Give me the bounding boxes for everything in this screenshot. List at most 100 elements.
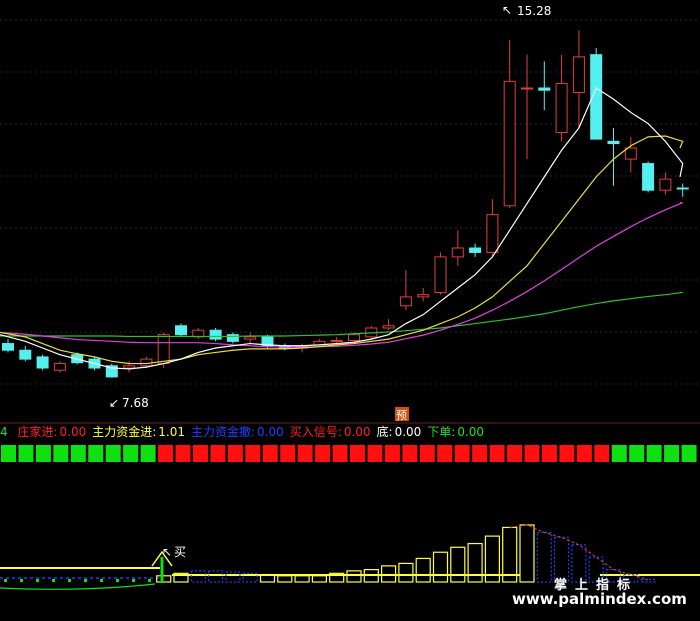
dot-marker [84,579,87,582]
legend-label: 庄家进: [17,425,58,439]
watermark-url: www.palmindex.com [512,590,687,608]
volume-bar [259,573,276,583]
volume-bar [450,546,466,583]
volume-bar [329,572,345,583]
legend-item: 底: 0.00 [377,425,422,439]
signal-cell [559,445,575,462]
volume-bar [553,536,570,583]
volume-bar [484,535,500,583]
candle-body [538,87,551,91]
candle-body [36,356,49,369]
legend-label: 买入信号: [289,425,342,439]
signal-cell [35,445,51,462]
dot-marker [132,579,135,582]
candle-body [226,334,239,342]
max-price-label: 15.28 [517,4,551,18]
dot-marker [20,579,23,582]
signal-cell [541,445,557,462]
signal-cell [210,445,226,462]
dot-marker [4,579,7,582]
pre-badge-box [395,407,409,421]
dot-marker [116,579,119,582]
signal-cell [611,445,627,462]
legend-item: 主力资金撤: 0.00 [191,425,284,439]
signal-cell [332,445,348,462]
min-price-label: 7.68 [122,396,149,410]
legend-number: 4 [0,425,8,439]
buy-signal-label: 买 [174,545,186,559]
signal-cell [629,445,645,462]
legend-value: 0.00 [59,425,87,439]
candle-body [503,80,516,207]
signal-cell [158,445,174,462]
volume-bar [242,572,258,583]
candle-body [555,83,568,133]
volume-bar [623,573,639,583]
legend-value: 0.00 [343,425,371,439]
candle-body [348,334,360,341]
candle-body [175,325,187,336]
candle-body [434,256,447,293]
indicator-legend: 4 庄家进: 0.00 主力资金进: 1.01 主力资金撤: 0.00 买入信号: 0.00 底… [0,424,490,440]
price-annotations: 15.28 ↖ 7.68 ↙ 预 [109,3,551,422]
volume-bar [381,565,397,583]
legend-value: 0.00 [257,425,284,439]
signal-cell [402,445,418,462]
signal-cell [315,445,331,462]
curve-green [0,583,156,590]
signal-cell [576,445,592,462]
volume-bar [294,575,310,583]
signal-cell [507,445,523,462]
signal-cell [681,445,697,462]
candle-body [399,296,412,307]
legend-value: 0.00 [457,425,485,439]
volume-bar [605,568,622,583]
volume-bar [156,575,172,583]
signal-cell [18,445,34,462]
signal-cell [70,445,86,462]
signal-cell [175,445,191,462]
candle-body [53,363,66,371]
candle-body [19,349,32,360]
dot-marker [100,579,103,582]
signal-cell [105,445,121,462]
min-price-arrow: ↙ [109,396,119,410]
volume-indicator-panel [0,524,700,590]
signal-cell [419,445,435,462]
candle-body [2,343,14,351]
signal-cell [192,445,208,462]
pre-badge: 预 [396,409,407,422]
signal-cell [524,445,540,462]
candle-body [659,178,672,191]
candle-body [624,147,637,160]
volume-bar [398,562,414,583]
legend-item: 下单: 0.00 [427,425,484,439]
candle-body [382,325,395,329]
signal-cell [245,445,261,462]
candle-body [451,247,464,258]
price-grid [0,19,700,385]
candle-body [469,247,482,253]
signal-cell [350,445,365,462]
candle-body [244,336,257,340]
dot-marker [36,579,39,582]
signal-cell [384,445,400,462]
candle-body [676,187,689,190]
legend-item: 买入信号: 0.00 [290,425,371,439]
legend-label: 主力资金进: [92,425,157,439]
candle-body [105,365,118,378]
candle-body [642,163,655,191]
signal-cell [437,445,453,462]
candle-body [607,140,620,145]
volume-bar [467,542,483,583]
signal-cell [140,445,156,462]
candle-body [417,294,430,298]
dot-marker [68,579,71,582]
buy-signal-peak [151,550,173,567]
volume-bar [190,570,206,583]
volume-bar [363,568,379,583]
ma-magenta-line [0,202,683,348]
candle-body [209,329,222,340]
candle-body [572,56,585,93]
